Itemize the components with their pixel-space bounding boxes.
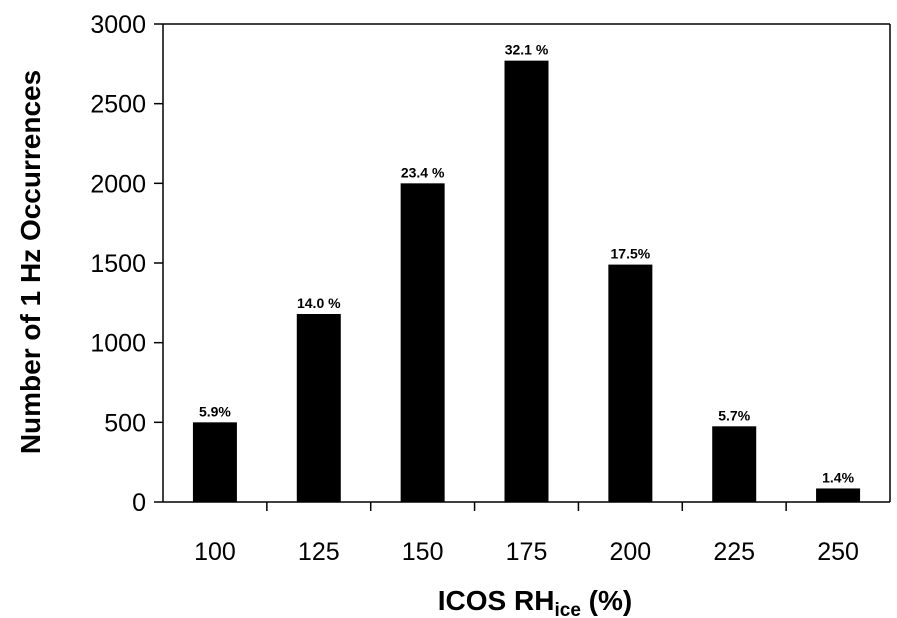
x-tick-label: 250 [817, 538, 859, 566]
bar [400, 183, 445, 503]
bar [608, 264, 653, 502]
bar-data-label: 14.0 % [297, 295, 341, 311]
x-tick-label: 200 [609, 538, 651, 566]
bar [816, 488, 861, 502]
y-tick-label: 500 [104, 409, 146, 437]
x-tick-label: 100 [194, 538, 236, 566]
data-labels: 5.9% 14.0 % 23.4 % 32.1 % 17.5% 5.7% 1.4% [199, 42, 855, 486]
x-axis-title-main: ICOS RH [438, 585, 555, 616]
bar-data-label: 5.7% [718, 407, 750, 423]
bar-data-label: 17.5% [611, 246, 651, 262]
y-tick-label: 2000 [90, 170, 146, 198]
bar-data-label: 1.4% [822, 469, 854, 485]
y-tick-label: 0 [132, 489, 146, 517]
x-tick-label: 225 [713, 538, 755, 566]
y-tick-label: 2500 [90, 91, 146, 119]
x-tick-label: 125 [298, 538, 340, 566]
bar [504, 60, 549, 502]
bar-data-label: 5.9% [199, 403, 231, 419]
y-axis-title: Number of 1 Hz Occurrences [15, 70, 46, 454]
bar-series [192, 60, 861, 503]
y-tick-label: 1000 [90, 330, 146, 358]
bar [296, 313, 341, 502]
x-axis-title-subscript: ice [554, 600, 580, 618]
bar-data-label: 23.4 % [401, 164, 445, 180]
y-tick-label: 3000 [90, 11, 146, 39]
x-axis-ticks: 100 125 150 175 200 225 250 [194, 502, 859, 566]
bar [192, 422, 237, 502]
bar-data-label: 32.1 % [505, 42, 549, 58]
y-axis-ticks: 0 500 1000 1500 2000 2500 3000 [90, 11, 163, 517]
x-tick-label: 175 [506, 538, 548, 566]
bar [712, 426, 757, 502]
x-axis-title: ICOS RHice (%) [438, 585, 632, 618]
y-tick-label: 1500 [90, 250, 146, 278]
x-axis-title-unit: (%) [581, 585, 632, 616]
x-tick-label: 150 [402, 538, 444, 566]
